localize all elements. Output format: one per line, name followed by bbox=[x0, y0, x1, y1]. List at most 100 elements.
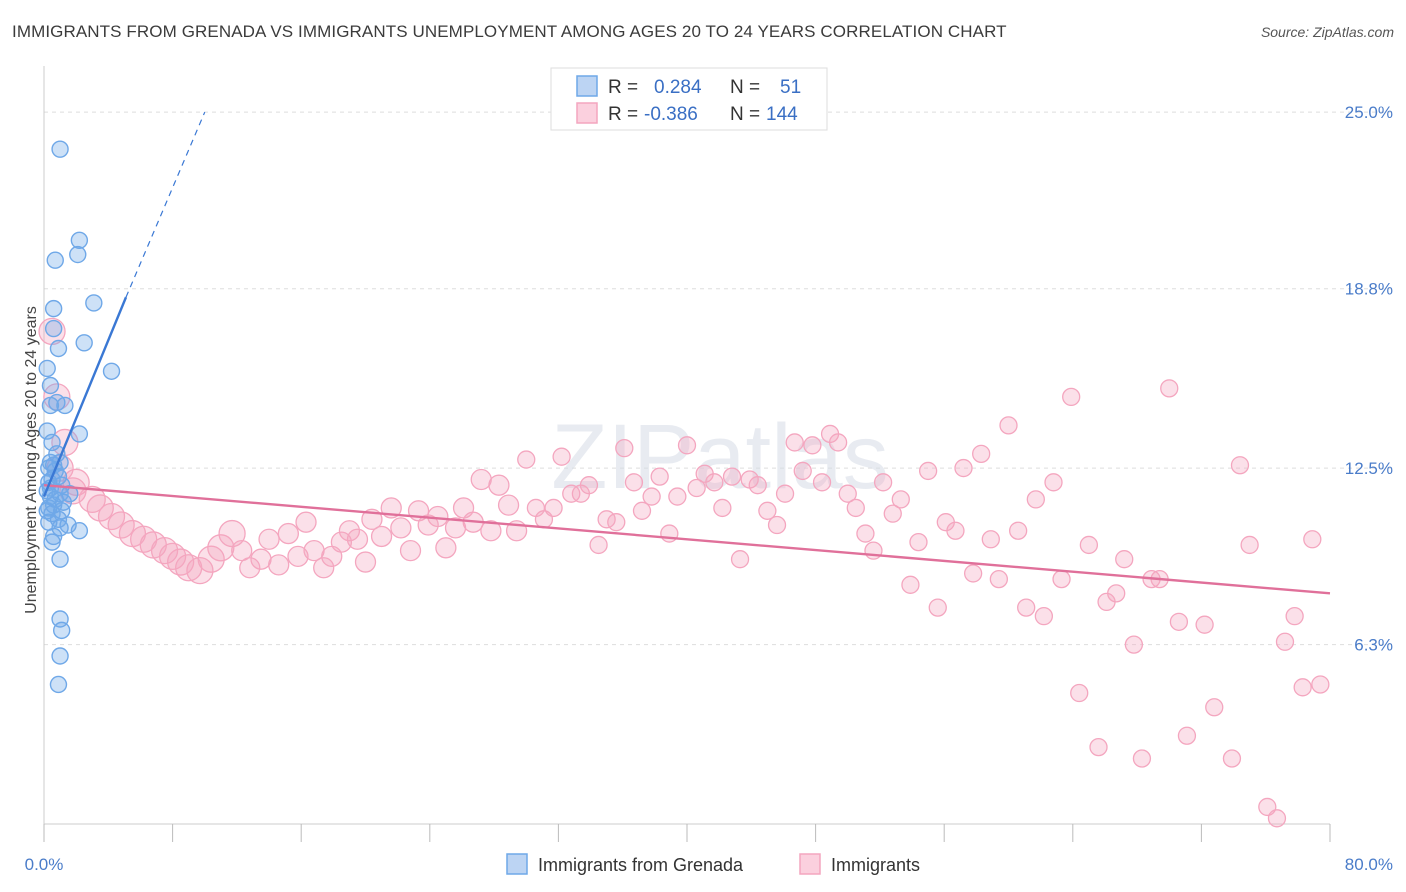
y-tick-label: 6.3% bbox=[1354, 636, 1393, 655]
immigrants-point bbox=[660, 524, 679, 543]
immigrants-point bbox=[287, 545, 309, 568]
x-tick-label: 80.0% bbox=[1345, 855, 1393, 874]
immigrants-point bbox=[277, 522, 299, 545]
legend-swatch-pink bbox=[799, 853, 821, 875]
immigrants-point bbox=[1044, 473, 1063, 492]
immigrants-point bbox=[1034, 606, 1054, 626]
immigrants-point bbox=[517, 450, 536, 469]
immigrants-point bbox=[1062, 387, 1081, 407]
immigrants-point bbox=[1205, 698, 1224, 717]
grenada-point bbox=[44, 319, 63, 338]
grenada-point bbox=[46, 251, 64, 269]
immigrants-point bbox=[1052, 569, 1071, 589]
immigrants-point bbox=[838, 484, 857, 503]
immigrants-point bbox=[705, 473, 724, 492]
grenada-point bbox=[52, 621, 71, 640]
immigrants-point bbox=[803, 436, 822, 455]
grenada-trend-line bbox=[42, 296, 128, 498]
immigrants-point bbox=[642, 487, 661, 506]
series-legend: Immigrants from Grenada Immigrants bbox=[506, 853, 920, 875]
immigrants-point bbox=[480, 520, 502, 542]
immigrants-point bbox=[107, 511, 135, 539]
immigrants-point bbox=[1079, 535, 1099, 555]
y-tick-label: 18.8% bbox=[1345, 280, 1393, 299]
immigrants-point bbox=[346, 528, 369, 550]
grenada-point bbox=[51, 647, 69, 665]
legend-swatch-blue bbox=[576, 75, 598, 97]
y-tick-labels: 6.3% 12.5% 18.8% 25.0% bbox=[1345, 103, 1393, 654]
chart-title: IMMIGRANTS FROM GRENADA VS IMMIGRANTS UN… bbox=[12, 22, 1007, 41]
immigrants-point bbox=[370, 525, 393, 548]
immigrants-point bbox=[730, 550, 750, 569]
immigrants-point bbox=[677, 436, 697, 455]
immigrants-point bbox=[1177, 726, 1197, 745]
trend-lines bbox=[42, 111, 1331, 595]
immigrants-point bbox=[544, 498, 563, 518]
immigrants-point bbox=[1285, 606, 1304, 626]
legend-n-value: 51 bbox=[780, 77, 801, 98]
grenada-point bbox=[75, 334, 93, 352]
immigrants-point bbox=[918, 461, 938, 481]
gridlines bbox=[44, 111, 1392, 646]
immigrants-point bbox=[313, 557, 335, 579]
immigrants-point bbox=[231, 540, 253, 562]
grenada-point bbox=[85, 294, 103, 312]
immigrants-point bbox=[650, 467, 669, 486]
grenada-point bbox=[44, 299, 63, 318]
immigrants-point bbox=[687, 478, 706, 498]
immigrants-point bbox=[722, 467, 742, 486]
immigrants-point bbox=[767, 515, 787, 535]
legend-r-value: 0.284 bbox=[654, 77, 702, 98]
legend-r-label: R = bbox=[608, 77, 638, 98]
immigrants-point bbox=[1132, 749, 1152, 768]
immigrants-point bbox=[497, 494, 520, 516]
immigrants-point bbox=[989, 569, 1009, 589]
immigrants-point bbox=[1160, 379, 1179, 398]
immigrants-point bbox=[1275, 632, 1295, 651]
grenada-point bbox=[49, 675, 68, 694]
legend-r-label: R = bbox=[608, 104, 638, 125]
grenada-point bbox=[41, 376, 60, 395]
immigrants-point bbox=[909, 532, 928, 552]
immigrants-point bbox=[812, 473, 832, 492]
grenada-point bbox=[70, 231, 89, 249]
immigrants-point bbox=[1293, 678, 1312, 697]
immigrants-point bbox=[972, 444, 991, 463]
legend-r-value: -0.386 bbox=[644, 104, 698, 125]
immigrants-point bbox=[891, 490, 910, 509]
immigrants-point bbox=[399, 540, 422, 562]
grenada-point bbox=[70, 425, 89, 443]
immigrants-point bbox=[427, 505, 449, 528]
immigrants-point bbox=[873, 473, 893, 492]
legend-n-label: N = bbox=[730, 104, 760, 125]
immigrants-point bbox=[999, 416, 1018, 435]
legend-swatch-blue bbox=[506, 853, 528, 875]
immigrants-point bbox=[615, 439, 634, 458]
immigrants-point bbox=[713, 498, 732, 518]
grenada-point bbox=[51, 140, 69, 158]
immigrants-point bbox=[1070, 683, 1089, 703]
immigrants-point bbox=[1017, 598, 1036, 617]
immigrants-point bbox=[748, 476, 767, 495]
immigrants-point bbox=[158, 542, 187, 571]
immigrants-point bbox=[624, 473, 644, 492]
y-tick-label: 25.0% bbox=[1345, 103, 1393, 122]
immigrants-point bbox=[197, 545, 225, 573]
grenada-point bbox=[43, 533, 61, 551]
immigrants-point bbox=[150, 537, 179, 565]
immigrants-point bbox=[1124, 635, 1144, 654]
grenada-point bbox=[70, 522, 89, 540]
immigrants-point bbox=[1089, 737, 1108, 757]
grenada-point bbox=[49, 339, 68, 358]
grenada-point bbox=[102, 362, 121, 380]
immigrants-point bbox=[258, 528, 280, 550]
x-tick-labels: 0.0% 80.0% bbox=[25, 855, 1393, 874]
immigrants-point bbox=[883, 504, 902, 523]
grenada-trend-extension bbox=[125, 111, 206, 298]
immigrants-point bbox=[1303, 530, 1322, 549]
immigrants-point bbox=[1267, 809, 1287, 828]
grenada-point bbox=[69, 245, 87, 264]
source-credit: Source: ZipAtlas.com bbox=[1260, 24, 1394, 40]
immigrants-point bbox=[963, 564, 983, 583]
immigrants-point bbox=[1311, 675, 1330, 694]
